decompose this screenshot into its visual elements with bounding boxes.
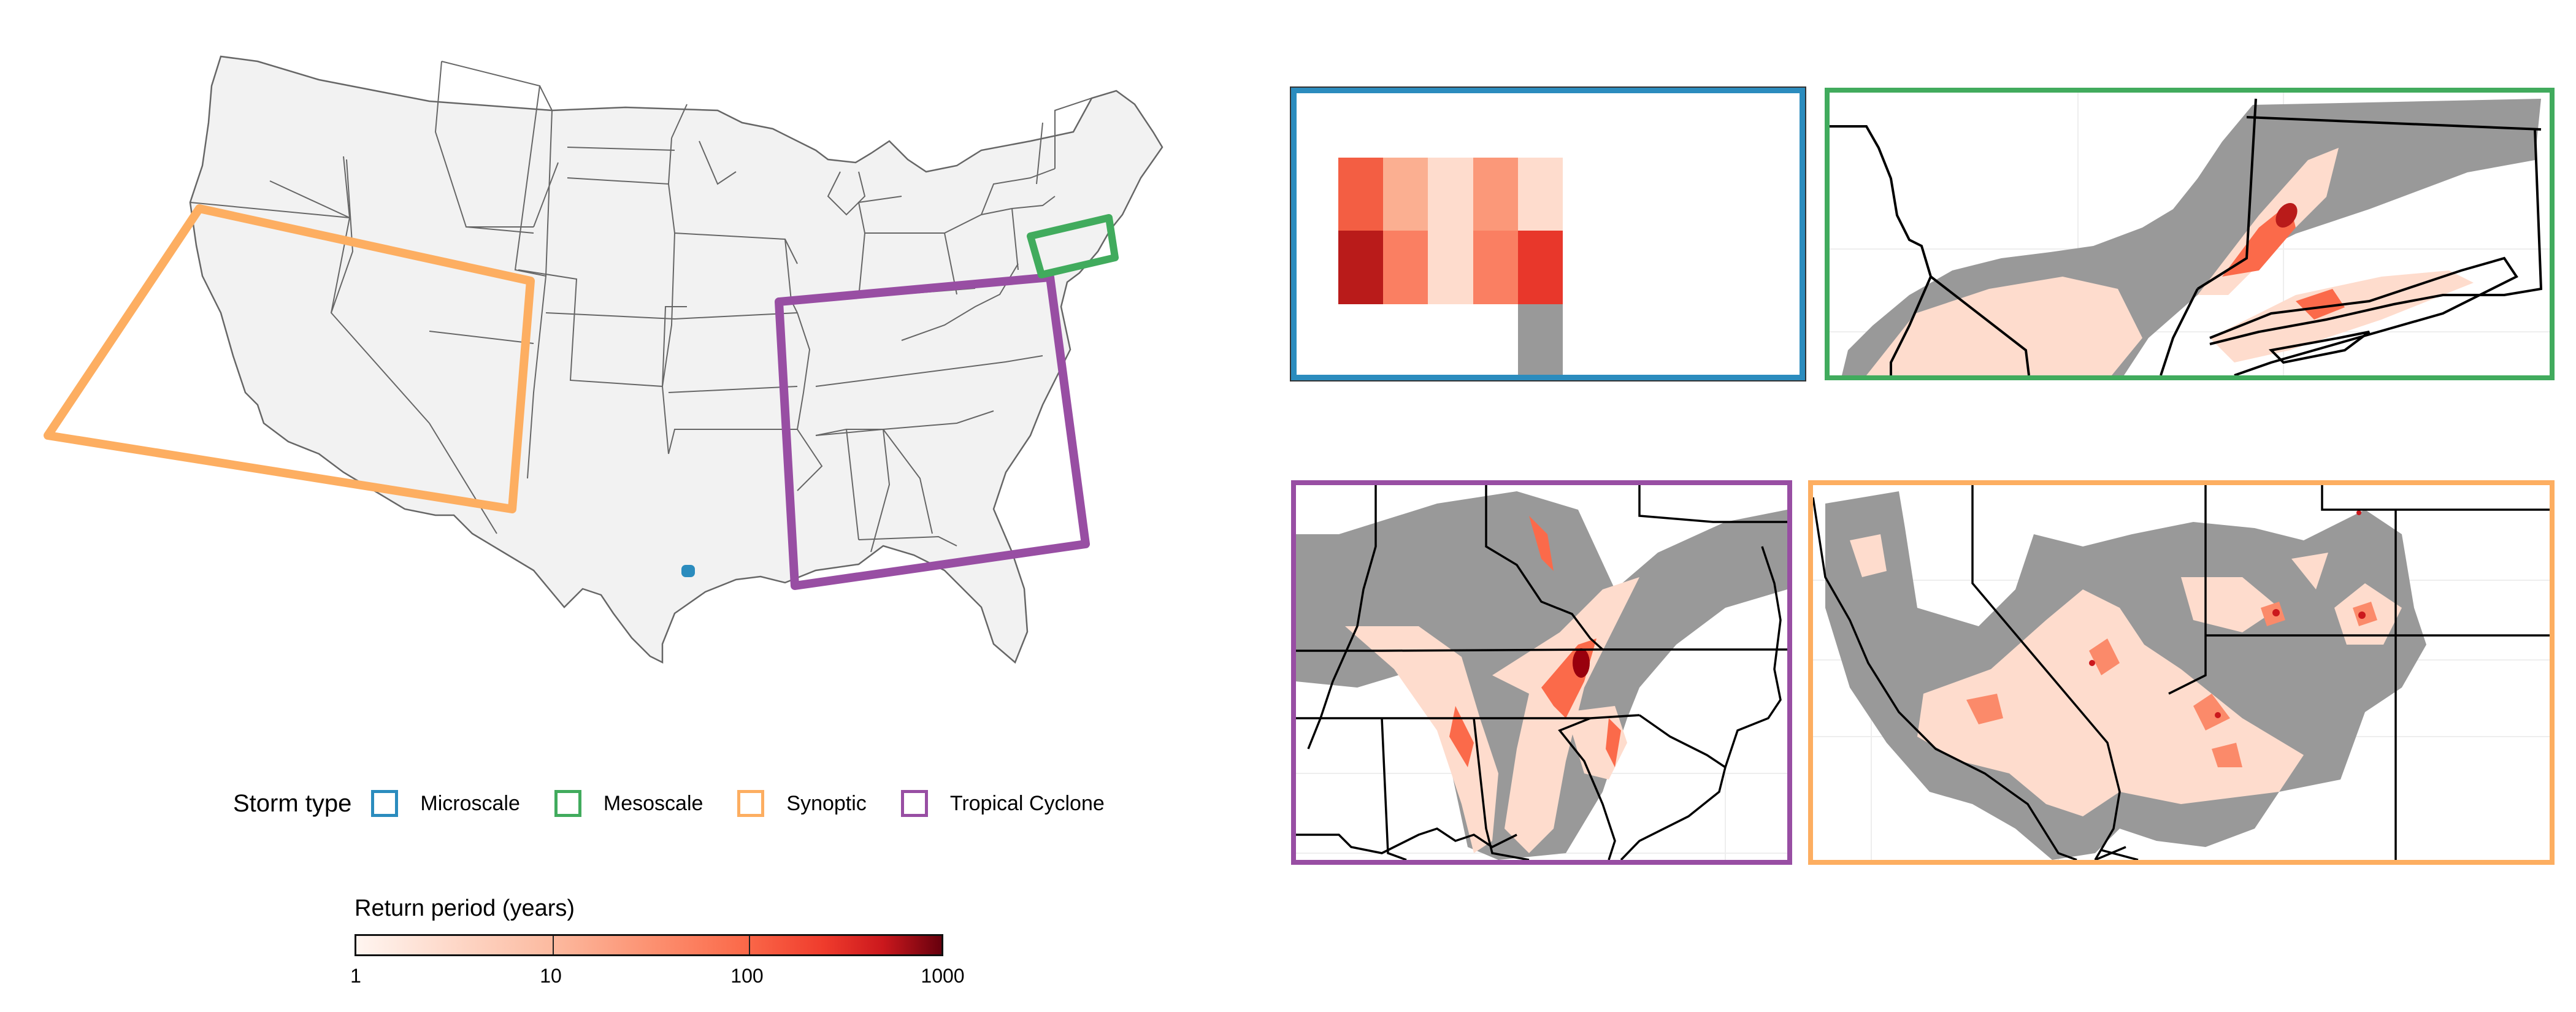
- microscale-heatmap: [1338, 158, 1563, 375]
- colorbar-label-100: 100: [730, 965, 764, 987]
- legend-label-synoptic: Synoptic: [786, 791, 867, 815]
- colorbar-tick: [749, 936, 750, 954]
- heat-peak: [2275, 203, 2298, 228]
- heat-low: [1345, 577, 1639, 853]
- state-borders: [1830, 98, 2543, 375]
- state-borders: [1813, 485, 2550, 860]
- legend-label-mesoscale: Mesoscale: [603, 791, 703, 815]
- microscale-domain-box: [681, 565, 695, 577]
- colorbar-title: Return period (years): [355, 895, 575, 921]
- legend-title: Storm type: [233, 789, 352, 817]
- mesoscale-domain-box: [1027, 214, 1119, 278]
- legend-label-tropical-cyclone: Tropical Cyclone: [949, 791, 1105, 815]
- heat-peak: [1573, 648, 1590, 678]
- heat-low: [1866, 148, 2474, 375]
- state-borders: [1296, 485, 1787, 860]
- microscale-panel: [1290, 86, 1806, 381]
- legend-key-mesoscale: [554, 790, 581, 817]
- colorbar-label-1000: 1000: [921, 965, 965, 987]
- legend-label-microscale: Microscale: [420, 791, 520, 815]
- synoptic-heatmap: [1813, 485, 2550, 860]
- tropical-cyclone-domain-box: [775, 273, 1090, 590]
- heat-peaks: [2089, 510, 2366, 718]
- legend-key-microscale: [371, 790, 399, 817]
- conus-outline: [189, 55, 1163, 664]
- heat-low: [1850, 534, 2402, 816]
- mesoscale-panel: [1825, 88, 2555, 380]
- colorbar-label-10: 10: [540, 965, 562, 987]
- colorbar-label-1: 1: [350, 965, 361, 987]
- legend-key-synoptic: [737, 790, 765, 817]
- legend-key-tropical-cyclone: [900, 790, 928, 817]
- mesoscale-heatmap: [1830, 93, 2550, 375]
- heatmap-cells: [1338, 158, 1563, 375]
- tropical-cyclone-panel: [1291, 480, 1792, 865]
- synoptic-domain-box: [44, 204, 535, 513]
- storm-type-legend: Storm type Microscale Mesoscale Synoptic…: [233, 785, 1139, 822]
- tropical-cyclone-heatmap: [1296, 485, 1787, 860]
- synoptic-panel: [1808, 480, 2555, 865]
- return-period-colorbar: [355, 934, 943, 956]
- colorbar-tick: [553, 936, 554, 954]
- us-overview-map: [44, 55, 1163, 664]
- heat-mid: [1449, 516, 1621, 767]
